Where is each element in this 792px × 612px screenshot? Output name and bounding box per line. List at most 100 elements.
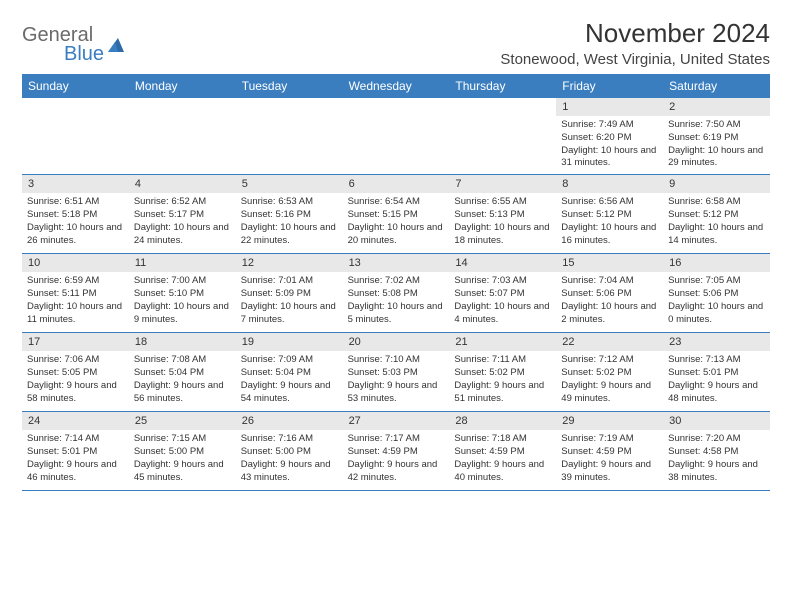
- sunset-text: Sunset: 6:20 PM: [561, 132, 658, 145]
- daylight-text: Daylight: 9 hours and 53 minutes.: [348, 380, 445, 406]
- date-number: 23: [663, 333, 770, 351]
- date-number: 22: [556, 333, 663, 351]
- sunrise-text: Sunrise: 6:52 AM: [134, 196, 231, 209]
- sunrise-text: Sunrise: 7:17 AM: [348, 433, 445, 446]
- date-number: 15: [556, 254, 663, 272]
- daylight-text: Daylight: 10 hours and 29 minutes.: [668, 145, 765, 171]
- day-body: Sunrise: 7:14 AMSunset: 5:01 PMDaylight:…: [22, 430, 129, 488]
- day-body: Sunrise: 6:51 AMSunset: 5:18 PMDaylight:…: [22, 193, 129, 251]
- date-number: 14: [449, 254, 556, 272]
- day-body: Sunrise: 7:13 AMSunset: 5:01 PMDaylight:…: [663, 351, 770, 409]
- day-body: Sunrise: 6:54 AMSunset: 5:15 PMDaylight:…: [343, 193, 450, 251]
- day-cell: [449, 98, 556, 174]
- sunset-text: Sunset: 5:02 PM: [454, 367, 551, 380]
- day-cell: 6Sunrise: 6:54 AMSunset: 5:15 PMDaylight…: [343, 175, 450, 253]
- day-body: Sunrise: 7:20 AMSunset: 4:58 PMDaylight:…: [663, 430, 770, 488]
- sunrise-text: Sunrise: 7:03 AM: [454, 275, 551, 288]
- day-body: Sunrise: 7:08 AMSunset: 5:04 PMDaylight:…: [129, 351, 236, 409]
- day-cell: 3Sunrise: 6:51 AMSunset: 5:18 PMDaylight…: [22, 175, 129, 253]
- daylight-text: Daylight: 10 hours and 31 minutes.: [561, 145, 658, 171]
- daylight-text: Daylight: 10 hours and 18 minutes.: [454, 222, 551, 248]
- daylight-text: Daylight: 10 hours and 14 minutes.: [668, 222, 765, 248]
- day-header-sun: Sunday: [22, 74, 129, 98]
- day-header-tue: Tuesday: [236, 74, 343, 98]
- sunset-text: Sunset: 5:06 PM: [561, 288, 658, 301]
- date-number: 11: [129, 254, 236, 272]
- day-cell: 26Sunrise: 7:16 AMSunset: 5:00 PMDayligh…: [236, 412, 343, 490]
- day-body: Sunrise: 6:55 AMSunset: 5:13 PMDaylight:…: [449, 193, 556, 251]
- day-cell: 30Sunrise: 7:20 AMSunset: 4:58 PMDayligh…: [663, 412, 770, 490]
- day-cell: [22, 98, 129, 174]
- day-cell: 18Sunrise: 7:08 AMSunset: 5:04 PMDayligh…: [129, 333, 236, 411]
- week-row: 17Sunrise: 7:06 AMSunset: 5:05 PMDayligh…: [22, 333, 770, 412]
- day-header-row: Sunday Monday Tuesday Wednesday Thursday…: [22, 74, 770, 98]
- day-cell: 13Sunrise: 7:02 AMSunset: 5:08 PMDayligh…: [343, 254, 450, 332]
- sunrise-text: Sunrise: 7:50 AM: [668, 119, 765, 132]
- sunrise-text: Sunrise: 7:04 AM: [561, 275, 658, 288]
- sunrise-text: Sunrise: 7:09 AM: [241, 354, 338, 367]
- day-body: Sunrise: 6:58 AMSunset: 5:12 PMDaylight:…: [663, 193, 770, 251]
- week-row: 3Sunrise: 6:51 AMSunset: 5:18 PMDaylight…: [22, 175, 770, 254]
- day-cell: 1Sunrise: 7:49 AMSunset: 6:20 PMDaylight…: [556, 98, 663, 174]
- date-number: 16: [663, 254, 770, 272]
- location-subtitle: Stonewood, West Virginia, United States: [500, 51, 770, 68]
- sunrise-text: Sunrise: 7:01 AM: [241, 275, 338, 288]
- day-body: Sunrise: 7:11 AMSunset: 5:02 PMDaylight:…: [449, 351, 556, 409]
- sunrise-text: Sunrise: 6:51 AM: [27, 196, 124, 209]
- month-title: November 2024: [500, 18, 770, 49]
- daylight-text: Daylight: 9 hours and 38 minutes.: [668, 459, 765, 485]
- day-cell: 5Sunrise: 6:53 AMSunset: 5:16 PMDaylight…: [236, 175, 343, 253]
- day-body: Sunrise: 7:16 AMSunset: 5:00 PMDaylight:…: [236, 430, 343, 488]
- sunset-text: Sunset: 5:04 PM: [241, 367, 338, 380]
- day-cell: 2Sunrise: 7:50 AMSunset: 6:19 PMDaylight…: [663, 98, 770, 174]
- day-body: Sunrise: 7:50 AMSunset: 6:19 PMDaylight:…: [663, 116, 770, 174]
- sunset-text: Sunset: 5:02 PM: [561, 367, 658, 380]
- sunset-text: Sunset: 4:59 PM: [348, 446, 445, 459]
- date-number: 28: [449, 412, 556, 430]
- sunset-text: Sunset: 5:05 PM: [27, 367, 124, 380]
- date-number: 8: [556, 175, 663, 193]
- calendar: Sunday Monday Tuesday Wednesday Thursday…: [22, 74, 770, 491]
- day-body: Sunrise: 7:05 AMSunset: 5:06 PMDaylight:…: [663, 272, 770, 330]
- day-body: Sunrise: 7:12 AMSunset: 5:02 PMDaylight:…: [556, 351, 663, 409]
- day-header-sat: Saturday: [663, 74, 770, 98]
- sunrise-text: Sunrise: 7:15 AM: [134, 433, 231, 446]
- day-cell: 15Sunrise: 7:04 AMSunset: 5:06 PMDayligh…: [556, 254, 663, 332]
- day-cell: [129, 98, 236, 174]
- day-header-thu: Thursday: [449, 74, 556, 98]
- date-number: 3: [22, 175, 129, 193]
- day-body: Sunrise: 7:09 AMSunset: 5:04 PMDaylight:…: [236, 351, 343, 409]
- sunset-text: Sunset: 5:17 PM: [134, 209, 231, 222]
- date-number: 29: [556, 412, 663, 430]
- daylight-text: Daylight: 9 hours and 43 minutes.: [241, 459, 338, 485]
- sunset-text: Sunset: 5:00 PM: [134, 446, 231, 459]
- day-header-wed: Wednesday: [343, 74, 450, 98]
- sunset-text: Sunset: 5:09 PM: [241, 288, 338, 301]
- day-cell: 7Sunrise: 6:55 AMSunset: 5:13 PMDaylight…: [449, 175, 556, 253]
- daylight-text: Daylight: 9 hours and 51 minutes.: [454, 380, 551, 406]
- sunrise-text: Sunrise: 6:59 AM: [27, 275, 124, 288]
- date-number: 25: [129, 412, 236, 430]
- date-number: 1: [556, 98, 663, 116]
- daylight-text: Daylight: 10 hours and 26 minutes.: [27, 222, 124, 248]
- sunset-text: Sunset: 5:16 PM: [241, 209, 338, 222]
- day-cell: 21Sunrise: 7:11 AMSunset: 5:02 PMDayligh…: [449, 333, 556, 411]
- sunrise-text: Sunrise: 6:53 AM: [241, 196, 338, 209]
- day-cell: 27Sunrise: 7:17 AMSunset: 4:59 PMDayligh…: [343, 412, 450, 490]
- daylight-text: Daylight: 9 hours and 42 minutes.: [348, 459, 445, 485]
- day-body: Sunrise: 7:04 AMSunset: 5:06 PMDaylight:…: [556, 272, 663, 330]
- daylight-text: Daylight: 10 hours and 20 minutes.: [348, 222, 445, 248]
- day-cell: 25Sunrise: 7:15 AMSunset: 5:00 PMDayligh…: [129, 412, 236, 490]
- daylight-text: Daylight: 10 hours and 22 minutes.: [241, 222, 338, 248]
- daylight-text: Daylight: 9 hours and 49 minutes.: [561, 380, 658, 406]
- day-cell: 8Sunrise: 6:56 AMSunset: 5:12 PMDaylight…: [556, 175, 663, 253]
- sunset-text: Sunset: 6:19 PM: [668, 132, 765, 145]
- sunrise-text: Sunrise: 7:16 AM: [241, 433, 338, 446]
- day-cell: 9Sunrise: 6:58 AMSunset: 5:12 PMDaylight…: [663, 175, 770, 253]
- sunset-text: Sunset: 5:08 PM: [348, 288, 445, 301]
- sunset-text: Sunset: 5:11 PM: [27, 288, 124, 301]
- sunset-text: Sunset: 5:00 PM: [241, 446, 338, 459]
- day-body: Sunrise: 7:19 AMSunset: 4:59 PMDaylight:…: [556, 430, 663, 488]
- date-number: 24: [22, 412, 129, 430]
- sunrise-text: Sunrise: 7:18 AM: [454, 433, 551, 446]
